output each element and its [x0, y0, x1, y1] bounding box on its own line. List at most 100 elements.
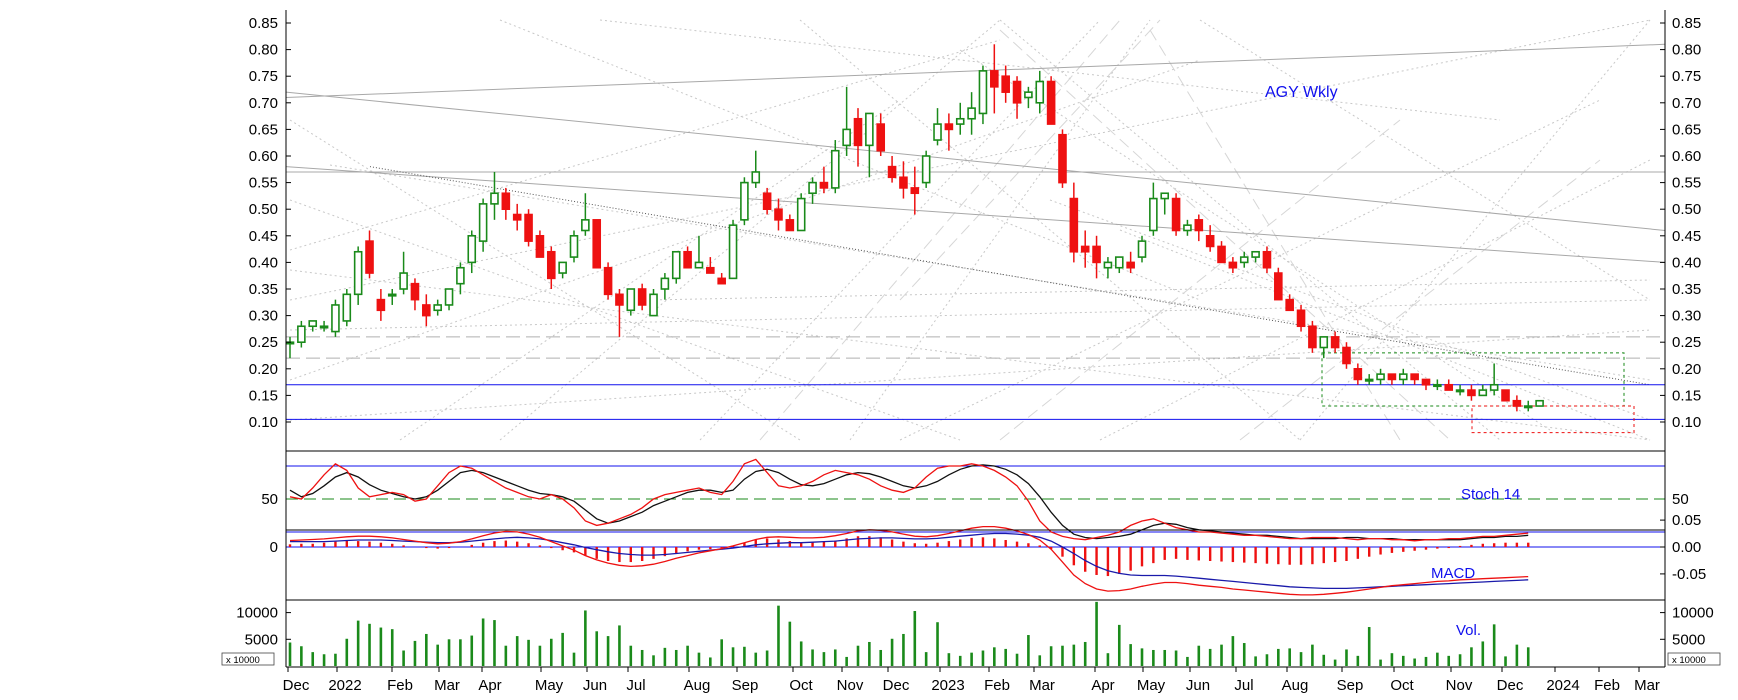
candle-body: [615, 293, 624, 306]
y-tick-label: 0.55: [249, 175, 278, 192]
candle-body: [410, 282, 420, 301]
candle-body: [751, 171, 761, 184]
candle-body: [1001, 75, 1010, 93]
y-tick-label: 10000: [236, 605, 278, 622]
gridline: [999, 19, 1501, 441]
candle-body: [1024, 91, 1033, 99]
candle-body: [865, 112, 874, 147]
gridline: [599, 19, 1501, 121]
candle-body: [1433, 383, 1442, 388]
candle-body: [1489, 383, 1499, 391]
price-panel: [285, 43, 1666, 434]
x-tick-label: Feb: [1594, 677, 1620, 694]
volume-title: Vol.: [1456, 622, 1481, 639]
gridline: [799, 19, 1301, 441]
x-tick-label: Dec: [283, 677, 310, 694]
candle-body: [1467, 389, 1476, 397]
x-tick-label: Aug: [1282, 677, 1309, 694]
candle-body: [1387, 373, 1397, 381]
gridline: [289, 119, 801, 441]
candle-body: [546, 250, 556, 280]
candle-body: [819, 181, 829, 189]
gridline: [1199, 19, 1651, 301]
candle-body: [1398, 373, 1408, 381]
candle-body: [422, 304, 431, 317]
chart-title: AGY Wkly: [1265, 84, 1338, 101]
y-tick-label: -0.05: [1672, 566, 1706, 583]
candle-body: [842, 128, 851, 147]
y-tick-label: 0.60: [1672, 148, 1701, 165]
x-tick-label: Oct: [789, 677, 813, 694]
candle-body: [1364, 378, 1374, 382]
candle-body: [512, 213, 522, 221]
candle-body: [671, 250, 681, 280]
gridline: [699, 19, 1101, 441]
candle-body: [342, 293, 352, 322]
y-tick-label: 0.10: [1672, 414, 1701, 431]
x-tick-label: Sep: [1337, 677, 1364, 694]
macd-line: [290, 532, 1529, 590]
x-tick-label: Sep: [732, 677, 759, 694]
candle-body: [1171, 197, 1181, 232]
candle-body: [1012, 80, 1022, 104]
y-tick-label: 0.30: [249, 308, 278, 325]
y-tick-label: 0.05: [1672, 512, 1701, 529]
gridline: [1099, 159, 1651, 441]
y-tick-label: 0.00: [1672, 539, 1701, 556]
candle-body: [683, 250, 692, 269]
x-tick-label: Jun: [1186, 677, 1210, 694]
x-tick-label: Nov: [1446, 677, 1473, 694]
trend-line: [285, 91, 1666, 231]
candle-body: [1296, 309, 1306, 328]
x-tick-label: 2023: [931, 677, 964, 694]
candle-body: [1149, 197, 1158, 232]
candle-body: [1080, 245, 1090, 253]
candle-body: [649, 293, 658, 317]
candle-body: [467, 235, 477, 264]
y-tick-label: 50: [261, 491, 278, 508]
candle-body: [1058, 133, 1067, 184]
price-box: [1471, 405, 1635, 434]
candle-body: [1308, 325, 1317, 349]
trend-line: [285, 166, 1666, 263]
candle-body: [490, 192, 499, 205]
stoch-line: [289, 458, 1529, 542]
candle-body: [740, 181, 749, 221]
candle-body: [694, 261, 704, 269]
candle-body: [558, 261, 567, 274]
x-tick-label: Nov: [837, 677, 864, 694]
candle-body: [1535, 399, 1544, 407]
y-tick-label: 5000: [1672, 631, 1705, 648]
candle-body: [728, 224, 738, 280]
trend-line: [285, 43, 1666, 98]
candle-body: [1239, 256, 1249, 264]
candle-body: [785, 219, 795, 232]
candle-body: [353, 250, 363, 296]
candle-body: [830, 149, 840, 189]
candle-body: [1103, 261, 1113, 269]
macd-panel: 0 0.05 0.00 -0.05: [270, 512, 1706, 596]
candle-body: [1137, 240, 1147, 258]
candle-body: [796, 197, 806, 232]
candle-body: [1205, 235, 1215, 248]
y-tick-label: 0.25: [1672, 334, 1701, 351]
gridline: [1239, 159, 1601, 441]
x-tick-label: 2022: [328, 677, 361, 694]
y-tick-label: 50: [1672, 491, 1689, 508]
gridline: [759, 19, 1121, 441]
candle-body: [706, 266, 715, 274]
y-tick-label: 0.80: [249, 42, 278, 59]
candle-body: [990, 70, 999, 88]
x-tick-label: Mar: [434, 677, 460, 694]
y-tick-label: 0.70: [249, 95, 278, 112]
x-tick-label: May: [1137, 677, 1166, 694]
macd-title: MACD: [1431, 565, 1475, 582]
stoch-line: [289, 464, 1529, 541]
candle-body: [297, 325, 306, 343]
candle-body: [1444, 383, 1454, 391]
y-tick-label: 0.10: [249, 414, 278, 431]
candle-body: [581, 219, 590, 232]
y-tick-label: 0.80: [1672, 42, 1701, 59]
candle-body: [660, 277, 670, 290]
gridline: [289, 299, 1651, 331]
